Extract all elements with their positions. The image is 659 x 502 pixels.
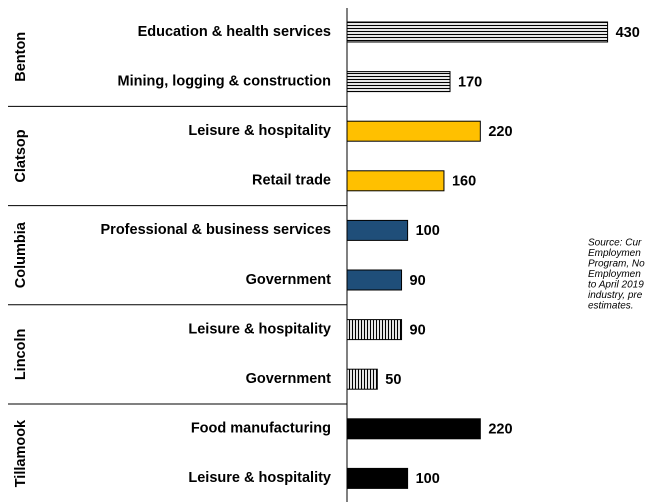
group-label: Benton [13,32,29,82]
bar [346,219,409,241]
category-label: Food manufacturing [191,421,331,437]
category-label: Leisure & hospitality [188,321,331,337]
category-label: Mining, logging & construction [118,73,331,89]
value-label: 50 [385,372,401,388]
source-note: Program, No [588,259,645,270]
bar [346,269,403,291]
source-note: Source: Cur [588,238,642,249]
source-note: Employmen [588,248,641,259]
bar [346,71,451,93]
value-label: 220 [488,124,512,140]
value-label: 90 [410,322,426,338]
category-label: Education & health services [138,24,331,40]
source-note: to April 2019 [588,280,644,291]
value-label: 160 [452,174,476,190]
bar [346,368,378,390]
category-label: Government [246,272,332,288]
group-label: Columbia [13,221,29,288]
value-label: 430 [616,25,640,41]
bar [346,418,481,440]
category-label: Professional & business services [101,222,332,238]
source-note: estimates. [588,301,634,312]
group-label: Tillamook [13,419,29,487]
group-label: Clatsop [13,129,29,182]
bar [346,170,445,192]
source-note: Employmen [588,269,641,280]
category-label: Retail trade [252,173,331,189]
value-label: 90 [410,273,426,289]
group-label: Lincoln [13,329,29,381]
value-label: 170 [458,74,482,90]
value-label: 220 [488,422,512,438]
bar [346,467,409,489]
value-label: 100 [416,471,440,487]
bar [346,120,481,142]
source-note: industry, pre [588,290,643,301]
category-label: Leisure & hospitality [188,123,331,139]
category-label: Leisure & hospitality [188,470,331,486]
category-label: Government [246,371,332,387]
bar [346,21,609,43]
value-label: 100 [416,223,440,239]
bar [346,319,403,341]
